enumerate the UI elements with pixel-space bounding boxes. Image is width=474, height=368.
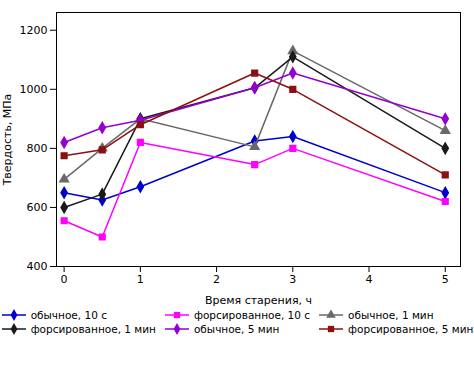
svg-text:400: 400 (27, 260, 48, 273)
svg-text:600: 600 (27, 201, 48, 214)
svg-text:Время старения, ч: Время старения, ч (205, 294, 312, 307)
svg-text:1: 1 (137, 273, 144, 286)
html-text:обычное, 5 мин: обычное, 5 мин (193, 323, 280, 335)
svg-text:0: 0 (61, 273, 68, 286)
html-text:форсированное, 10 с: форсированное, 10 с (193, 309, 311, 321)
svg-text:1000: 1000 (20, 83, 48, 96)
svg-text:1200: 1200 (20, 24, 48, 37)
svg-text:800: 800 (27, 142, 48, 155)
svg-text:3: 3 (289, 273, 296, 286)
html-text:форсированное, 1 мин: форсированное, 1 мин (30, 323, 156, 335)
svg-text:2: 2 (213, 273, 220, 286)
html-text:форсированное, 5 мин: форсированное, 5 мин (348, 323, 474, 335)
svg-text:4: 4 (366, 273, 373, 286)
html-text:обычное, 1 мин: обычное, 1 мин (348, 309, 434, 321)
svg-text:Твердость, МПа: Твердость, МПа (1, 94, 14, 187)
svg-text:5: 5 (442, 273, 449, 286)
html-text:обычное, 10 с: обычное, 10 с (30, 309, 107, 321)
